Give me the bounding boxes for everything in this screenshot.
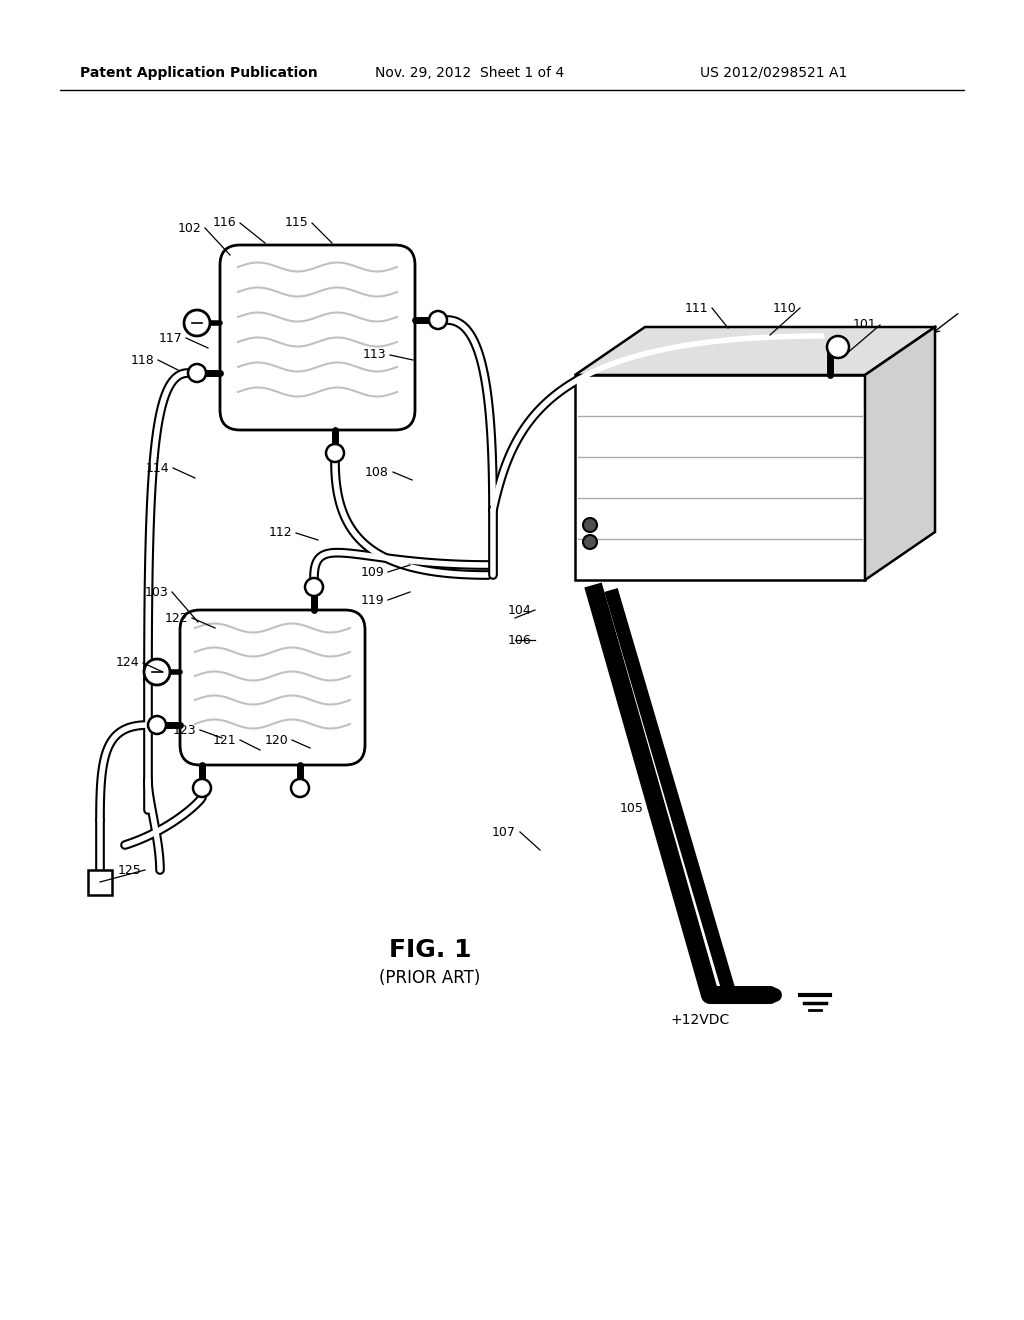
- Circle shape: [144, 659, 170, 685]
- Text: 124: 124: [116, 656, 139, 669]
- Text: 103: 103: [144, 586, 168, 598]
- Text: +12VDC: +12VDC: [671, 1012, 730, 1027]
- Text: 121: 121: [212, 734, 236, 747]
- Text: 112: 112: [268, 527, 292, 540]
- Circle shape: [583, 517, 597, 532]
- Polygon shape: [575, 375, 865, 579]
- Text: 109: 109: [360, 565, 384, 578]
- Text: 125: 125: [118, 863, 141, 876]
- Text: 113: 113: [362, 348, 386, 362]
- Circle shape: [184, 310, 210, 337]
- FancyBboxPatch shape: [220, 246, 415, 430]
- Text: 117: 117: [159, 331, 182, 345]
- Text: 104: 104: [507, 603, 531, 616]
- Circle shape: [827, 337, 849, 358]
- Text: Patent Application Publication: Patent Application Publication: [80, 66, 317, 81]
- Polygon shape: [865, 327, 935, 579]
- Text: 102: 102: [177, 222, 201, 235]
- Text: US 2012/0298521 A1: US 2012/0298521 A1: [700, 66, 848, 81]
- Circle shape: [583, 535, 597, 549]
- Text: 101: 101: [852, 318, 876, 331]
- Text: 115: 115: [285, 216, 308, 230]
- Polygon shape: [88, 870, 112, 895]
- Circle shape: [193, 779, 211, 797]
- Circle shape: [305, 578, 323, 597]
- Text: 108: 108: [366, 466, 389, 479]
- Circle shape: [148, 715, 166, 734]
- Text: Nov. 29, 2012  Sheet 1 of 4: Nov. 29, 2012 Sheet 1 of 4: [375, 66, 564, 81]
- Text: FIG. 1: FIG. 1: [389, 939, 471, 962]
- Text: 114: 114: [145, 462, 169, 474]
- Text: 110: 110: [772, 301, 796, 314]
- Polygon shape: [575, 327, 935, 375]
- Text: 107: 107: [493, 825, 516, 838]
- Circle shape: [429, 312, 447, 329]
- Text: 118: 118: [130, 354, 154, 367]
- Text: 111: 111: [684, 301, 708, 314]
- Text: 123: 123: [172, 723, 196, 737]
- Text: 120: 120: [264, 734, 288, 747]
- Circle shape: [326, 444, 344, 462]
- Circle shape: [188, 364, 206, 381]
- Text: (PRIOR ART): (PRIOR ART): [379, 969, 480, 987]
- Text: 122: 122: [165, 611, 188, 624]
- Circle shape: [291, 779, 309, 797]
- Text: 116: 116: [212, 216, 236, 230]
- Text: 106: 106: [507, 634, 531, 647]
- Text: 119: 119: [360, 594, 384, 606]
- FancyBboxPatch shape: [180, 610, 365, 766]
- Text: 105: 105: [621, 801, 644, 814]
